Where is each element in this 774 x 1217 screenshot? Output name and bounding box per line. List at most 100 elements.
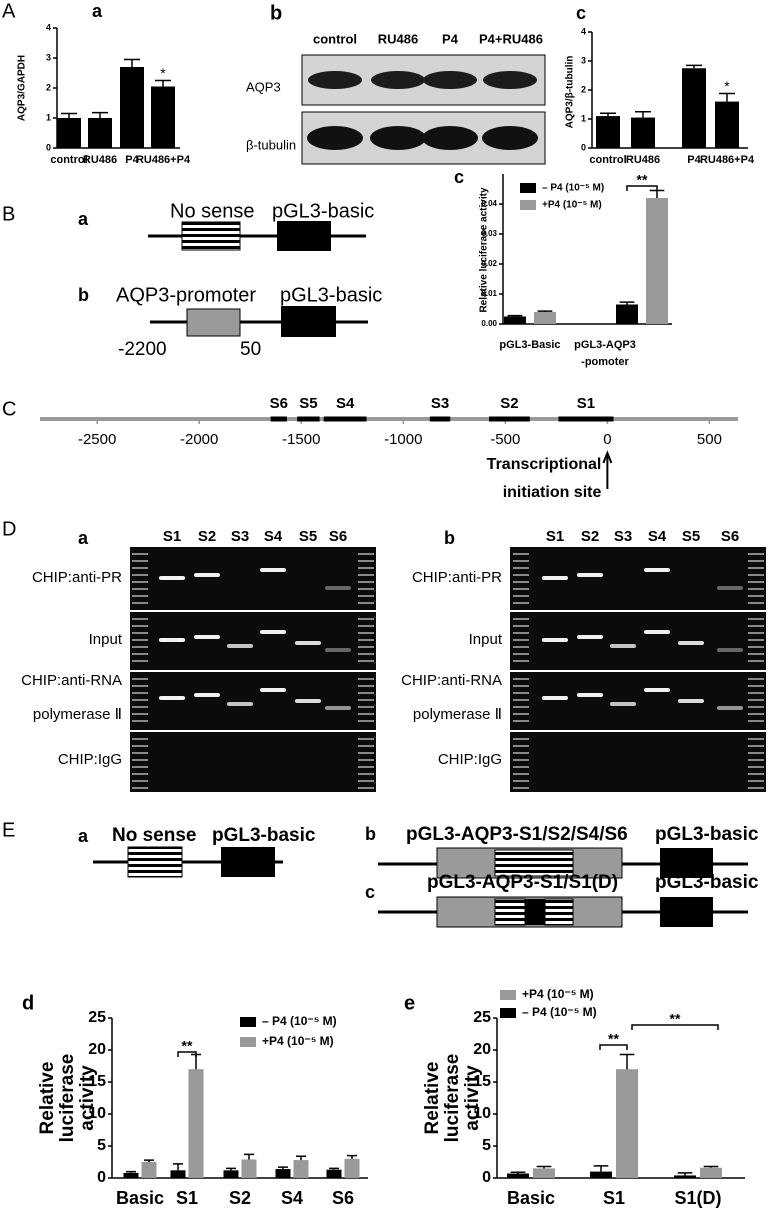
- ladder-band: [132, 678, 148, 680]
- ladder-band: [513, 639, 529, 641]
- bar: [507, 1173, 529, 1178]
- ladder-band: [513, 646, 529, 648]
- ladder-band: [513, 692, 529, 694]
- ladder-band: [358, 553, 374, 555]
- lane-label: S6: [329, 528, 347, 545]
- panel-letter: b: [270, 2, 282, 24]
- ladder-band: [358, 660, 374, 662]
- vector-box: [277, 221, 331, 251]
- row-label: CHIP:IgG: [438, 751, 502, 768]
- vector-box: [660, 848, 713, 878]
- x-tick-label: S2: [229, 1188, 251, 1208]
- ladder-band: [513, 685, 529, 687]
- legend-swatch: [240, 1017, 256, 1027]
- x-tick-label: Basic: [507, 1188, 555, 1208]
- row-label: β-tubulin: [246, 137, 296, 152]
- y-tick-label: 25: [473, 1009, 491, 1026]
- error-bar: [719, 92, 735, 102]
- x-tick-label: 0: [603, 431, 611, 448]
- vector-label: pGL3-basic: [280, 284, 382, 306]
- ladder-band: [358, 685, 374, 687]
- lane-label: control: [313, 31, 357, 46]
- panel-label: C: [2, 398, 16, 420]
- ladder-band: [748, 678, 764, 680]
- annotation: *: [160, 65, 166, 81]
- ladder-band: [748, 780, 764, 782]
- error-bar: [619, 1053, 635, 1070]
- ladder-band: [132, 759, 148, 761]
- gel-band: [577, 693, 603, 697]
- ladder-band: [358, 581, 374, 583]
- legend-swatch: [500, 1008, 516, 1018]
- error-bar: [244, 1153, 254, 1160]
- ladder-band: [748, 720, 764, 722]
- ladder-band: [748, 567, 764, 569]
- error-bar: [649, 189, 665, 198]
- ladder-band: [748, 632, 764, 634]
- gel-band: [227, 644, 253, 648]
- vector-box: [221, 847, 275, 877]
- error-bar: [144, 1159, 154, 1162]
- ladder-band: [358, 699, 374, 701]
- gel-band: [577, 573, 603, 577]
- bar: [504, 316, 526, 324]
- gel-band: [717, 648, 743, 652]
- gel-band: [610, 702, 636, 706]
- lane-label: S6: [721, 528, 739, 545]
- ladder-band: [132, 588, 148, 590]
- x-tick-label: -1000: [384, 431, 422, 448]
- ladder-band: [513, 752, 529, 754]
- bar: [120, 67, 144, 148]
- bar: [141, 1162, 157, 1178]
- legend-swatch: [500, 990, 516, 1000]
- ladder-band: [132, 581, 148, 583]
- y-tick-label: 20: [473, 1041, 491, 1058]
- ladder-band: [513, 574, 529, 576]
- segment-box: [494, 849, 574, 877]
- gel-band: [159, 638, 185, 642]
- blot-band: [422, 126, 478, 150]
- legend-label: +P4 (10⁻⁵ M): [542, 200, 602, 211]
- bar: [631, 117, 655, 148]
- segment-label: S1: [577, 395, 595, 412]
- lane-label: RU486: [378, 31, 418, 46]
- lane-label: S5: [299, 528, 317, 545]
- panel-letter: c: [365, 882, 375, 902]
- ladder-band: [513, 632, 529, 634]
- gel-band: [717, 706, 743, 710]
- bar: [715, 101, 739, 148]
- y-tick-label: 4: [581, 26, 586, 36]
- x-tick-label: control: [50, 154, 87, 166]
- x-tick-label: P4: [125, 154, 139, 166]
- error-bar: [677, 1172, 693, 1176]
- ladder-band: [748, 759, 764, 761]
- ladder-band: [132, 685, 148, 687]
- x-tick-label: RU486: [626, 154, 660, 166]
- y-tick-label: 0: [46, 142, 51, 152]
- ladder-band: [132, 553, 148, 555]
- ladder-band: [748, 646, 764, 648]
- row-label: polymerase Ⅱ: [33, 706, 122, 723]
- segment-box: [494, 898, 526, 926]
- ladder-band: [513, 720, 529, 722]
- ladder-band: [513, 595, 529, 597]
- y-tick-label: 15: [473, 1073, 491, 1090]
- bar: [533, 1168, 555, 1178]
- ladder-band: [358, 766, 374, 768]
- insert-box: [186, 308, 241, 337]
- ladder-band: [132, 699, 148, 701]
- error-bar: [124, 58, 140, 67]
- error-bar: [507, 314, 523, 317]
- gel-strip: [510, 732, 766, 792]
- ladder-band: [358, 759, 374, 761]
- x-tick-label: RU486+P4: [136, 154, 191, 166]
- bar: [682, 68, 706, 148]
- ladder-band: [748, 595, 764, 597]
- bar: [275, 1169, 291, 1178]
- ladder-band: [748, 787, 764, 789]
- chart-title: a: [92, 1, 103, 21]
- y-tick-label: 5: [482, 1137, 491, 1154]
- ladder-band: [513, 713, 529, 715]
- x-tick-label: S1: [176, 1188, 198, 1208]
- gel-strip: [510, 672, 766, 730]
